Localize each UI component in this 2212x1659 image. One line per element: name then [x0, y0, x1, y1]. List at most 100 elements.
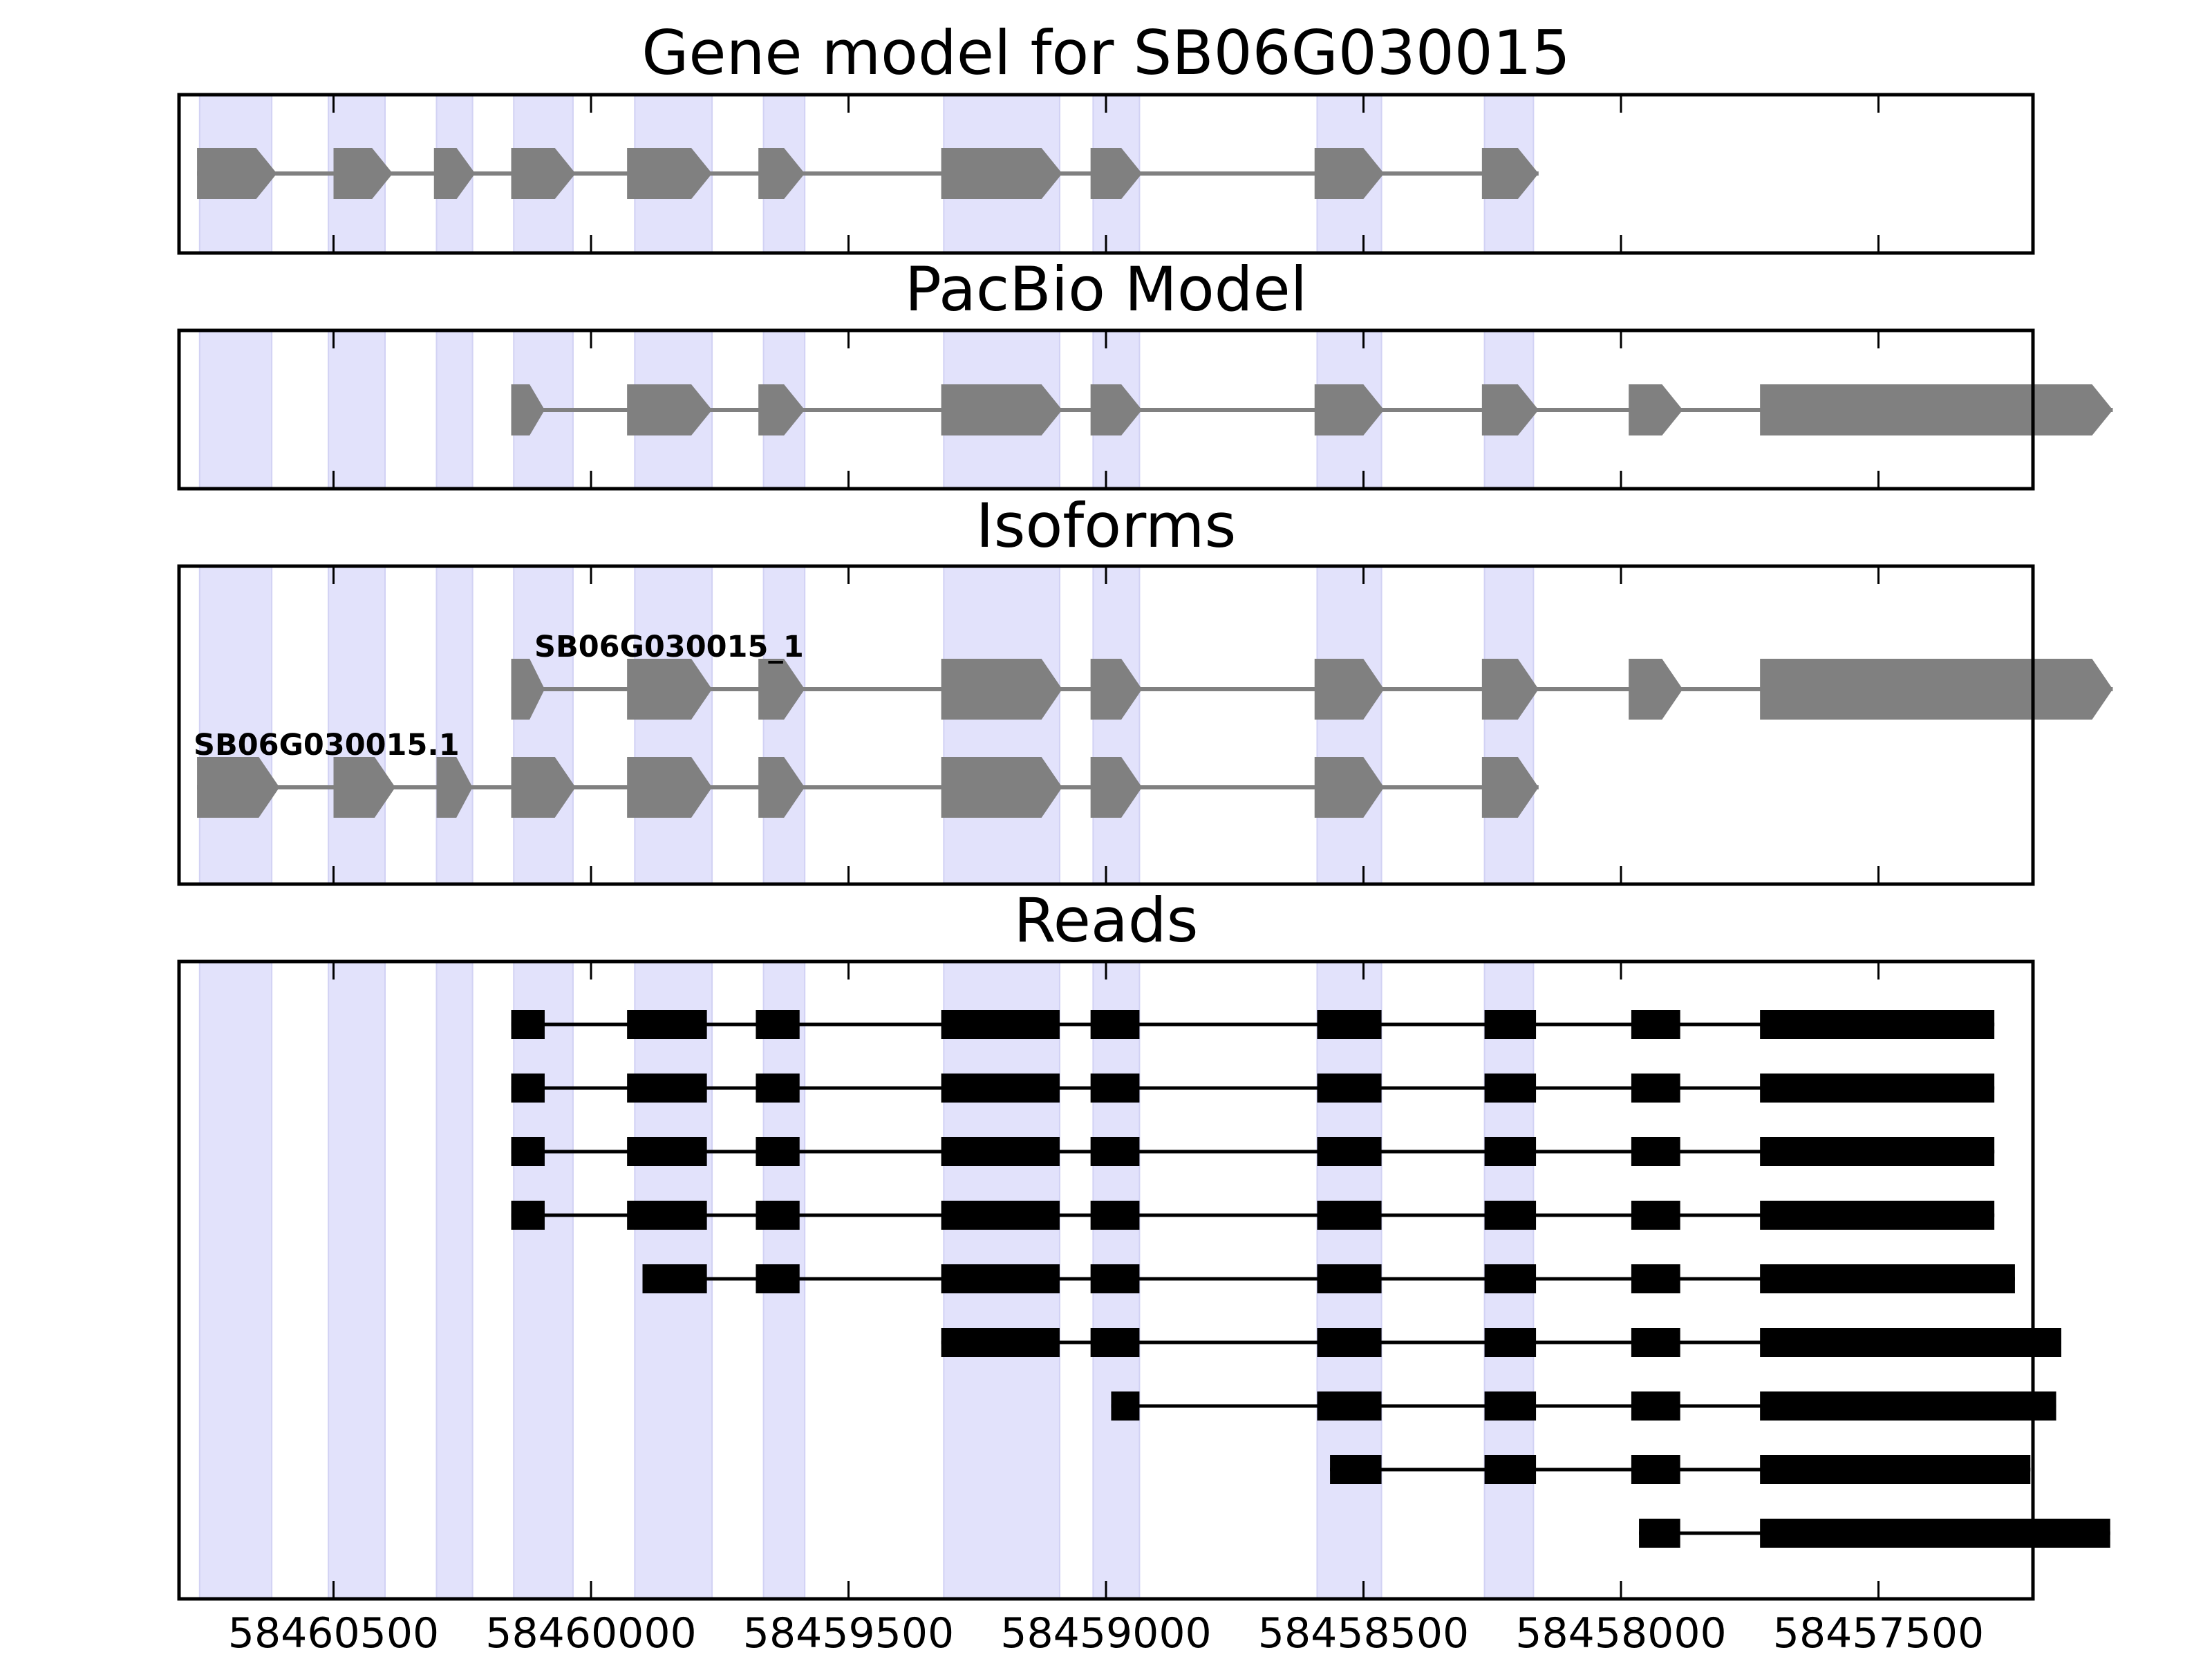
exon-highlight-band — [1316, 565, 1382, 885]
exon-highlight-band — [1483, 565, 1535, 885]
x-tick-label: 58457500 — [1773, 1609, 1984, 1658]
read-exon-block — [1317, 1137, 1382, 1166]
read-exon-block — [1090, 1328, 1140, 1357]
read-exon-block — [941, 1264, 1060, 1293]
panel-1: Gene model for SB06G030015 — [177, 17, 2035, 255]
read-exon-block — [1484, 1137, 1537, 1166]
read-exon-block — [511, 1137, 545, 1166]
exon-arrow — [511, 659, 545, 720]
read-exon-block — [1484, 1074, 1537, 1103]
read-exon-block — [1484, 1264, 1537, 1293]
read-exon-block — [756, 1137, 800, 1166]
read-exon-block — [1317, 1074, 1382, 1103]
exon-arrow — [1629, 659, 1683, 720]
read-exon-block — [627, 1010, 707, 1039]
read-exon-block — [627, 1201, 707, 1230]
read-exon-block — [1631, 1455, 1680, 1484]
read-exon-block — [1484, 1455, 1537, 1484]
exon-arrow — [758, 659, 805, 720]
read-exon-block — [627, 1137, 707, 1166]
read-exon-block — [1317, 1010, 1382, 1039]
exon-highlight-band — [435, 330, 474, 489]
read-track — [1330, 1455, 2031, 1484]
read-exon-block — [1090, 1201, 1140, 1230]
read-exon-block — [1317, 1201, 1382, 1230]
read-exon-block — [756, 1010, 800, 1039]
exon-highlight-band — [762, 565, 806, 885]
panel-title: PacBio Model — [905, 254, 1307, 325]
read-exon-block — [1317, 1264, 1382, 1293]
exon-arrow — [511, 148, 576, 199]
exon-arrow — [1314, 659, 1385, 720]
read-track — [511, 1010, 1995, 1039]
read-exon-block — [1090, 1074, 1140, 1103]
x-tick-label: 58460000 — [485, 1609, 696, 1658]
read-exon-block — [756, 1074, 800, 1103]
exon-arrow — [941, 148, 1062, 199]
read-exon-block — [1090, 1137, 1140, 1166]
read-track — [511, 1074, 1995, 1103]
exon-arrow — [1629, 384, 1683, 435]
exon-highlight-band — [1092, 565, 1141, 885]
read-exon-block — [1760, 1137, 1995, 1166]
exon-arrow — [1314, 757, 1385, 818]
model-track — [197, 148, 1539, 199]
exon-arrow — [1760, 384, 2113, 435]
exon-highlight-band — [943, 565, 1060, 885]
exon-highlight-band — [328, 961, 386, 1600]
read-exon-block — [1631, 1328, 1680, 1357]
read-track — [1639, 1519, 2110, 1548]
read-exon-block — [1760, 1264, 2015, 1293]
exon-arrow — [197, 148, 277, 199]
read-exon-block — [1484, 1328, 1537, 1357]
read-exon-block — [1484, 1201, 1537, 1230]
exon-highlight-band — [198, 565, 273, 885]
read-exon-block — [1760, 1010, 1995, 1039]
exon-arrow — [627, 659, 713, 720]
read-track — [1111, 1391, 2056, 1421]
panel-2: PacBio Model — [177, 254, 2113, 491]
read-exon-block — [1639, 1519, 1680, 1548]
read-exon-block — [511, 1074, 545, 1103]
exon-highlight-band — [435, 961, 474, 1600]
read-exon-block — [1317, 1391, 1382, 1421]
read-exon-block — [511, 1201, 545, 1230]
exon-arrow — [1090, 659, 1143, 720]
isoform-label: SB06G030015.1 — [194, 728, 460, 762]
read-exon-block — [756, 1201, 800, 1230]
read-exon-block — [1760, 1455, 2031, 1484]
read-exon-block — [1090, 1264, 1140, 1293]
exon-highlight-band — [198, 961, 273, 1600]
exon-highlight-band — [328, 330, 386, 489]
exon-arrow — [1090, 757, 1143, 818]
exon-arrow — [1481, 659, 1539, 720]
exon-arrow — [1314, 148, 1385, 199]
exon-arrow — [1090, 148, 1143, 199]
exon-arrow — [433, 148, 476, 199]
read-exon-block — [511, 1010, 545, 1039]
read-exon-block — [1631, 1010, 1680, 1039]
read-exon-block — [941, 1201, 1060, 1230]
exon-highlight-band — [513, 961, 574, 1600]
read-exon-block — [941, 1074, 1060, 1103]
isoform-label: SB06G030015_1 — [534, 630, 804, 664]
read-exon-block — [1484, 1391, 1537, 1421]
exon-arrow — [1481, 384, 1539, 435]
exon-highlight-band — [328, 565, 386, 885]
exon-arrow — [511, 384, 545, 435]
exon-arrow — [627, 384, 713, 435]
panel-title: Reads — [1014, 885, 1199, 956]
exon-highlight-band — [513, 565, 574, 885]
read-exon-block — [627, 1074, 707, 1103]
read-exon-block — [1631, 1074, 1680, 1103]
read-exon-block — [756, 1264, 800, 1293]
x-tick-label: 58458000 — [1515, 1609, 1726, 1658]
exon-arrow — [1090, 384, 1143, 435]
read-exon-block — [1631, 1391, 1680, 1421]
read-exon-block — [642, 1264, 707, 1293]
model-track — [511, 384, 2113, 435]
read-track — [941, 1328, 2061, 1357]
exon-highlight-band — [198, 330, 273, 489]
model-track: SB06G030015.1 — [194, 728, 1539, 818]
panel-title: Isoforms — [976, 490, 1237, 561]
